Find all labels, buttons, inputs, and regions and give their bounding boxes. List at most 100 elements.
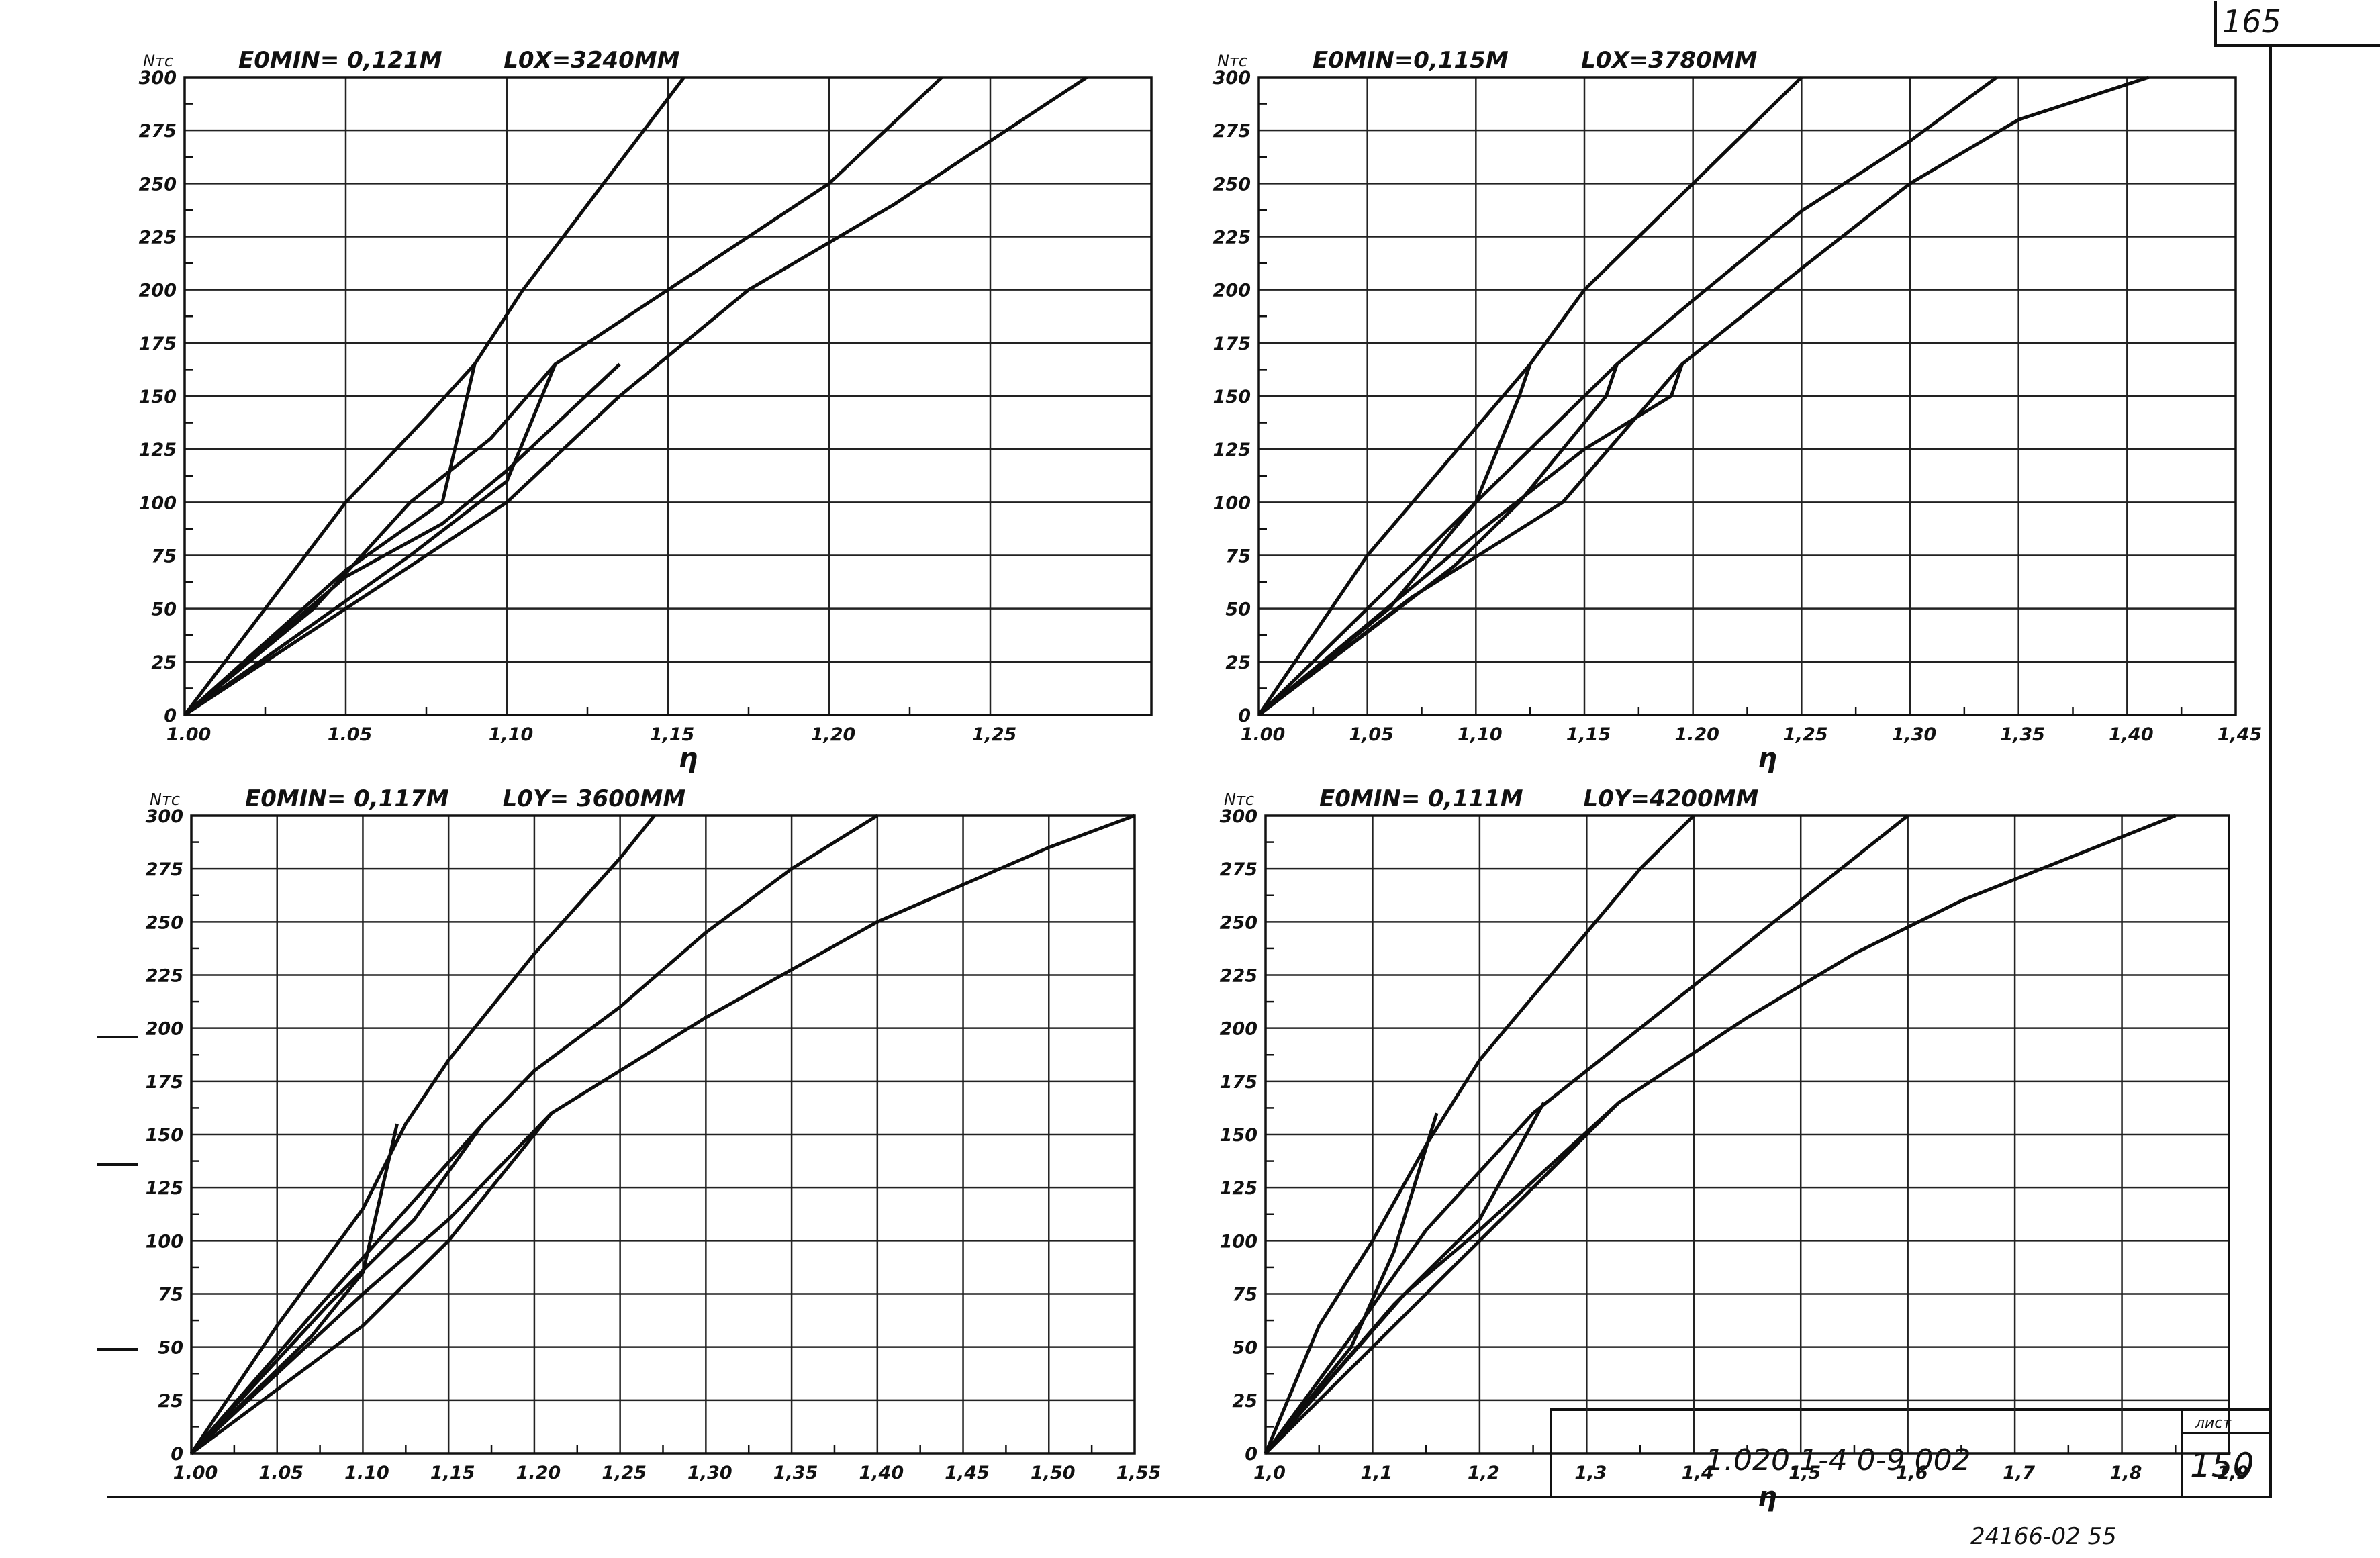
y-tick-label: 300	[1220, 806, 1257, 827]
y-tick-label: 25	[158, 1391, 183, 1412]
series-curve	[190, 814, 1135, 1455]
x-tick-label: 1,10	[489, 724, 534, 745]
series-curve	[1257, 75, 2150, 716]
y-unit-label: Nтс	[1224, 790, 1254, 809]
y-tick-label: 175	[139, 334, 177, 354]
y-unit-label: Nтс	[150, 790, 180, 809]
y-tick-label: 125	[146, 1178, 183, 1199]
y-tick-label: 275	[1220, 859, 1257, 880]
x-tick-label: 1,15	[430, 1463, 475, 1483]
x-tick-label: 1.10	[344, 1463, 389, 1483]
x-tick-label: 1,15	[650, 724, 695, 745]
plot-frame	[183, 76, 1153, 716]
y-tick-label: 125	[139, 440, 177, 460]
x-tick-label: 1,25	[602, 1463, 647, 1483]
series-curve	[183, 363, 557, 717]
y-tick-label: 150	[139, 387, 177, 407]
x-tick-label: 1,10	[1458, 724, 1503, 745]
y-unit-label: Nтс	[1217, 52, 1247, 70]
x-tick-label: 1.20	[1674, 724, 1719, 745]
x-tick-label: 1,50	[1031, 1463, 1076, 1483]
y-tick-label: 25	[1225, 652, 1251, 673]
y-tick-label: 250	[1213, 174, 1251, 195]
sheet-label: лист	[2195, 1415, 2232, 1432]
y-tick-label: 100	[139, 493, 177, 514]
series-curve	[189, 814, 656, 1455]
length-label: L0X=3780MM	[1581, 47, 1757, 74]
x-tick-label: 1.00	[166, 724, 211, 745]
y-tick-label: 75	[151, 546, 177, 567]
y-tick-label: 125	[1220, 1178, 1257, 1199]
y-tick-label: 200	[139, 281, 177, 301]
x-tick-label: 1.20	[516, 1463, 561, 1483]
y-tick-label: 0	[1238, 705, 1251, 726]
x-tick-label: 1,40	[2109, 724, 2154, 745]
x-tick-label: 1.05	[328, 724, 373, 745]
x-tick-label: 1,2	[1468, 1463, 1500, 1483]
y-tick-label: 275	[139, 121, 177, 142]
y-tick-label: 50	[1232, 1338, 1257, 1359]
x-tick-label: 1.00	[173, 1463, 218, 1483]
y-tick-label: 225	[139, 228, 177, 248]
x-tick-label: 1.05	[258, 1463, 303, 1483]
y-tick-label: 150	[1220, 1125, 1257, 1146]
y-tick-label: 250	[1220, 912, 1257, 933]
y-tick-label: 250	[146, 912, 183, 933]
series-curve	[183, 363, 477, 716]
x-tick-label: 1,20	[811, 724, 856, 745]
x-tick-label: 1,45	[2218, 724, 2263, 745]
y-tick-label: 150	[1213, 387, 1251, 407]
y-unit-label: Nтс	[143, 52, 173, 70]
y-tick-label: 50	[151, 599, 177, 620]
y-tick-label: 300	[146, 806, 183, 827]
series-curve	[1264, 814, 1695, 1454]
x-tick-label: 1,9	[2217, 1463, 2249, 1483]
chart-panel-top-left: 0 25 50 75 100 125 150 175 200 225 250 275 300 1.00 1.…	[139, 47, 1153, 774]
series-curve	[1264, 1112, 1439, 1455]
page-number: 165	[2222, 3, 2281, 40]
x-tick-label: 1,3	[1574, 1463, 1607, 1483]
y-tick-label: 200	[146, 1019, 183, 1040]
y-tick-label: 50	[158, 1338, 183, 1359]
series-curve	[190, 814, 879, 1455]
x-axis-label: η	[679, 743, 698, 774]
y-tick-label: 100	[1220, 1231, 1257, 1252]
x-tick-label: 1,05	[1349, 724, 1394, 745]
y-tick-label: 225	[1213, 228, 1251, 248]
y-tick-label: 225	[1220, 966, 1257, 987]
y-tick-label: 175	[1213, 334, 1251, 354]
length-label: L0Y= 3600MM	[503, 785, 686, 812]
x-tick-label: 1,7	[2003, 1463, 2035, 1483]
x-tick-label: 1,6	[1896, 1463, 1928, 1483]
y-tick-label: 75	[1225, 546, 1251, 567]
x-tick-label: 1,45	[945, 1463, 990, 1483]
series-curve	[1257, 75, 1998, 716]
chart-panel-bottom-left: 0 25 50 75 100 125 150 175 200 225 250 275 300 1.00 1.…	[146, 785, 1161, 1483]
x-tick-label: 1,30	[687, 1463, 732, 1483]
series-curve	[183, 362, 621, 716]
x-tick-label: 1,40	[859, 1463, 904, 1483]
y-tick-label: 125	[1213, 440, 1251, 460]
emin-label: E0MIN= 0,111M	[1319, 785, 1523, 812]
series-curve	[183, 76, 685, 716]
x-tick-label: 1,30	[1892, 724, 1937, 745]
y-tick-label: 200	[1213, 281, 1251, 301]
series-curve	[190, 1112, 553, 1455]
x-tick-label: 1,25	[972, 724, 1017, 745]
y-tick-label: 75	[158, 1285, 183, 1306]
document-code: 1.020.1-4 0-9 002	[1705, 1443, 1971, 1477]
y-tick-label: 100	[1213, 493, 1251, 514]
chart-panel-top-right: 0 25 50 75 100 125 150 175 200 225 250 275 300 1.00 1,…	[1213, 47, 2263, 774]
y-tick-label: 0	[164, 705, 177, 726]
series-curve	[1264, 1101, 1620, 1455]
x-tick-label: 1,35	[2000, 724, 2045, 745]
x-tick-label: 1,25	[1783, 724, 1828, 745]
x-tick-label: 1,5	[1789, 1463, 1821, 1483]
x-axis-label: η	[1758, 743, 1776, 774]
archive-number: 24166-02 55	[1970, 1523, 2117, 1550]
y-tick-label: 100	[146, 1231, 183, 1252]
x-tick-label: 1,1	[1361, 1463, 1393, 1483]
series-curve	[190, 1122, 485, 1455]
y-tick-label: 0	[171, 1444, 183, 1465]
